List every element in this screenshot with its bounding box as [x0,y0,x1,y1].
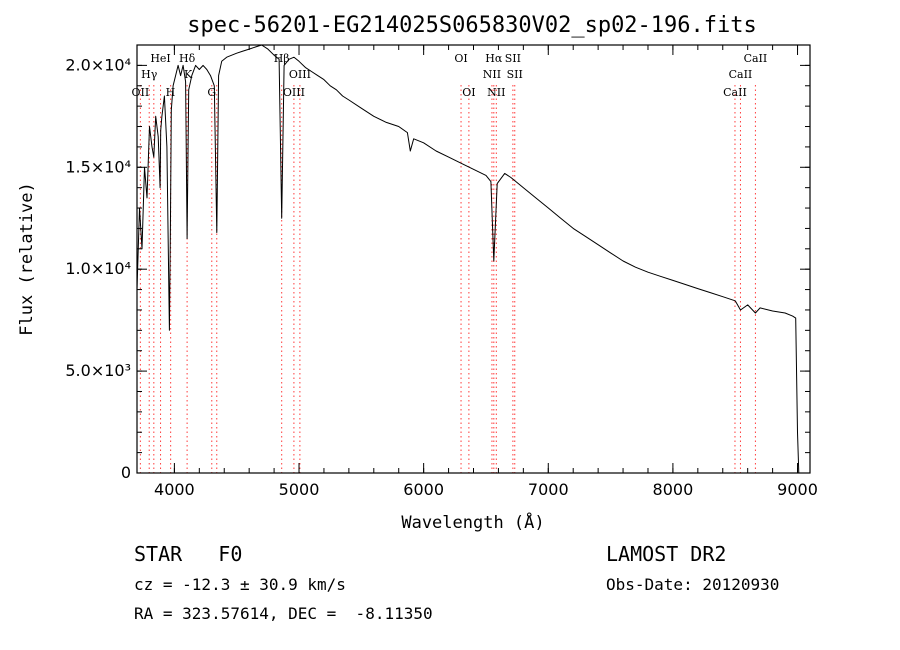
line-label: Hα [485,52,503,65]
y-tick-label: 5.0×10³ [65,361,131,380]
chart-title: spec-56201-EG214025S065830V02_sp02-196.f… [187,13,757,38]
observation-date: Obs-Date: 20120930 [606,575,780,594]
x-tick-label: 4000 [154,480,195,499]
line-labels: OIIHγHeIHHδKGHβOIIIOIIIOIOIHαNIINIISIISI… [132,52,768,99]
spectrum-line [136,44,800,474]
line-label: CaII [723,86,747,99]
line-label: NII [487,86,505,99]
spectrum-series [136,44,800,474]
line-label: HeI [150,52,170,65]
line-label: SII [507,68,523,81]
x-axis-ticks: 4000 5000 6000 7000 8000 9000 [154,45,818,499]
line-label: OIII [289,68,311,81]
line-markers [139,85,756,473]
line-label: H [166,86,176,99]
x-axis-label: Wavelength (Å) [401,511,544,533]
line-label: K [184,68,193,81]
x-tick-label: 9000 [777,480,818,499]
coordinates-line: RA = 323.57614, DEC = -8.11350 [134,604,433,623]
y-axis-label: Flux (relative) [17,182,37,336]
y-tick-label: 0 [121,463,131,482]
line-label: Hγ [141,68,158,81]
line-label: OIII [283,86,305,99]
survey-name: LAMOST DR2 [606,542,727,566]
y-tick-label: 1.0×10⁴ [65,259,131,278]
x-tick-label: 7000 [528,480,569,499]
redshift-line: cz = -12.3 ± 30.9 km/s [134,575,346,594]
line-label: G [207,86,216,99]
line-label: SII [505,52,521,65]
line-label: OII [132,86,150,99]
x-tick-label: 5000 [279,480,320,499]
y-tick-label: 2.0×10⁴ [65,55,131,74]
line-label: OI [454,52,467,65]
line-label: Hδ [179,52,196,65]
line-label: NII [483,68,501,81]
line-label: Hβ [274,52,290,65]
plot-frame [136,44,811,474]
y-axis-ticks: 0 5.0×10³ 1.0×10⁴ 1.5×10⁴ 2.0×10⁴ [65,44,810,482]
x-tick-label: 8000 [653,480,694,499]
object-class: STAR F0 [134,542,243,566]
line-label: CaII [744,52,768,65]
line-label: CaII [729,68,753,81]
y-tick-label: 1.5×10⁴ [65,157,131,176]
x-tick-label: 6000 [403,480,444,499]
line-label: OI [462,86,475,99]
